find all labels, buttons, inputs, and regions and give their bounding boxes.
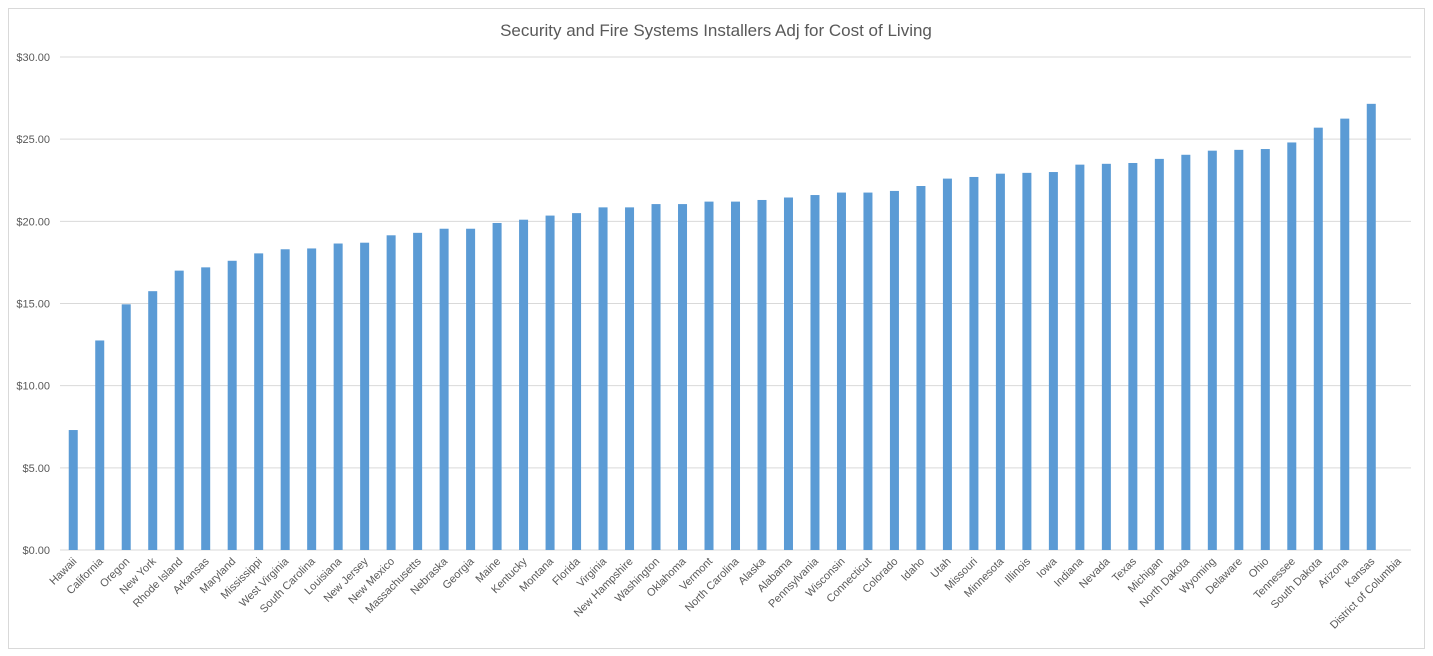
bar bbox=[1287, 142, 1297, 550]
bar bbox=[1075, 164, 1085, 550]
bar bbox=[68, 430, 78, 550]
bar bbox=[439, 228, 449, 550]
bar bbox=[1181, 154, 1191, 551]
y-tick-label: $30.00 bbox=[16, 52, 50, 64]
bar bbox=[995, 173, 1005, 550]
bar bbox=[545, 215, 555, 550]
bar bbox=[466, 228, 476, 550]
bar bbox=[1207, 150, 1217, 551]
bar bbox=[598, 207, 608, 551]
bar bbox=[1313, 127, 1323, 550]
bar bbox=[704, 201, 714, 550]
bar bbox=[174, 270, 184, 550]
bar bbox=[1234, 149, 1244, 550]
bar bbox=[783, 197, 793, 550]
bar bbox=[625, 207, 635, 551]
bar bbox=[1366, 103, 1376, 551]
bar bbox=[1022, 172, 1032, 551]
y-tick-label: $0.00 bbox=[22, 545, 50, 557]
bar bbox=[810, 195, 820, 551]
bar bbox=[201, 267, 211, 550]
bar bbox=[148, 291, 158, 550]
bar bbox=[572, 213, 582, 550]
bar bbox=[1154, 158, 1164, 551]
y-tick-label: $20.00 bbox=[16, 216, 50, 228]
bar bbox=[1048, 172, 1058, 551]
bar bbox=[863, 192, 873, 550]
bar bbox=[678, 204, 688, 550]
bar bbox=[227, 260, 237, 550]
bar bbox=[360, 242, 370, 551]
y-tick-label: $5.00 bbox=[22, 463, 50, 475]
y-tick-label: $25.00 bbox=[16, 134, 50, 146]
chart-title: Security and Fire Systems Installers Adj… bbox=[500, 21, 932, 40]
bar bbox=[651, 204, 661, 550]
bar bbox=[280, 249, 290, 550]
bar bbox=[121, 304, 131, 550]
bar bbox=[1340, 118, 1350, 550]
bar bbox=[942, 178, 952, 550]
bar bbox=[307, 248, 317, 550]
bar bbox=[1260, 149, 1270, 550]
bar bbox=[757, 199, 767, 550]
bar bbox=[386, 235, 396, 550]
bar bbox=[492, 222, 502, 550]
bar bbox=[730, 201, 741, 550]
y-tick-label: $10.00 bbox=[16, 381, 50, 393]
bar bbox=[836, 192, 846, 550]
bar bbox=[95, 340, 105, 550]
bar bbox=[333, 243, 343, 551]
bar bbox=[1101, 163, 1111, 551]
bar bbox=[969, 176, 979, 551]
bar bbox=[916, 186, 926, 551]
bar bbox=[254, 253, 264, 550]
bar bbox=[519, 219, 529, 550]
y-tick-label: $15.00 bbox=[16, 299, 50, 311]
bar bbox=[413, 232, 423, 550]
bar bbox=[1128, 162, 1138, 550]
bar bbox=[889, 190, 899, 550]
